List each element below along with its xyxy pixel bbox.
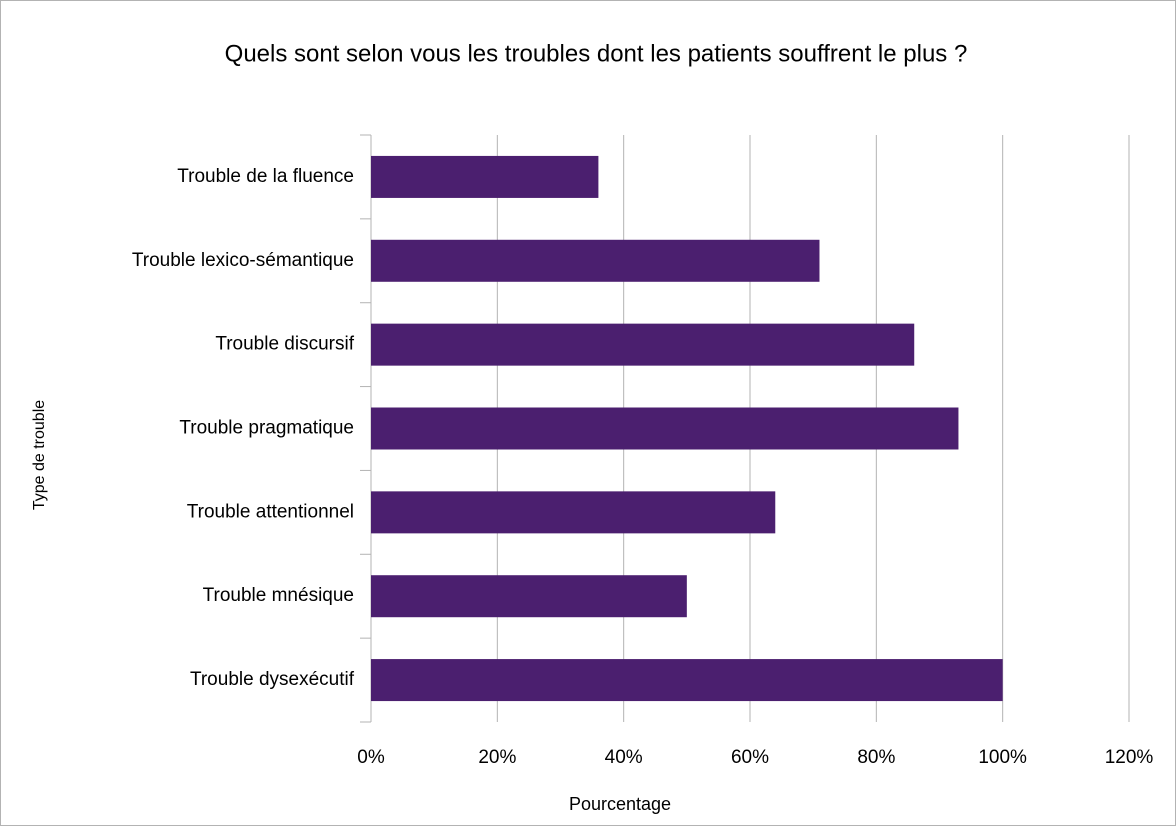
y-tick-label: Trouble discursif — [215, 334, 354, 355]
x-tick-label: 40% — [605, 747, 643, 768]
x-tick-label: 20% — [478, 747, 516, 768]
y-tick-label: Trouble mnésique — [203, 585, 354, 606]
y-tick-label: Trouble lexico-sémantique — [132, 250, 354, 271]
bar — [371, 323, 915, 366]
y-tick-label: Trouble attentionnel — [187, 501, 354, 522]
x-axis-label: Pourcentage — [569, 794, 671, 814]
bar — [371, 575, 687, 618]
bar — [371, 491, 776, 534]
x-tick-label: 0% — [357, 747, 385, 768]
x-tick-label: 120% — [1105, 747, 1154, 768]
bar — [371, 407, 959, 450]
x-tick-label: 60% — [731, 747, 769, 768]
bar — [371, 239, 820, 282]
chart-title: Quels sont selon vous les troubles dont … — [225, 40, 968, 67]
bar — [371, 155, 599, 198]
y-axis-label: Type de trouble — [31, 400, 48, 510]
x-tick-label: 100% — [978, 747, 1027, 768]
y-tick-label: Trouble pragmatique — [179, 418, 354, 439]
y-tick-label: Trouble de la fluence — [177, 166, 354, 187]
bar — [371, 659, 1003, 702]
y-tick-label: Trouble dysexécutif — [190, 669, 355, 690]
x-tick-label: 80% — [857, 747, 895, 768]
